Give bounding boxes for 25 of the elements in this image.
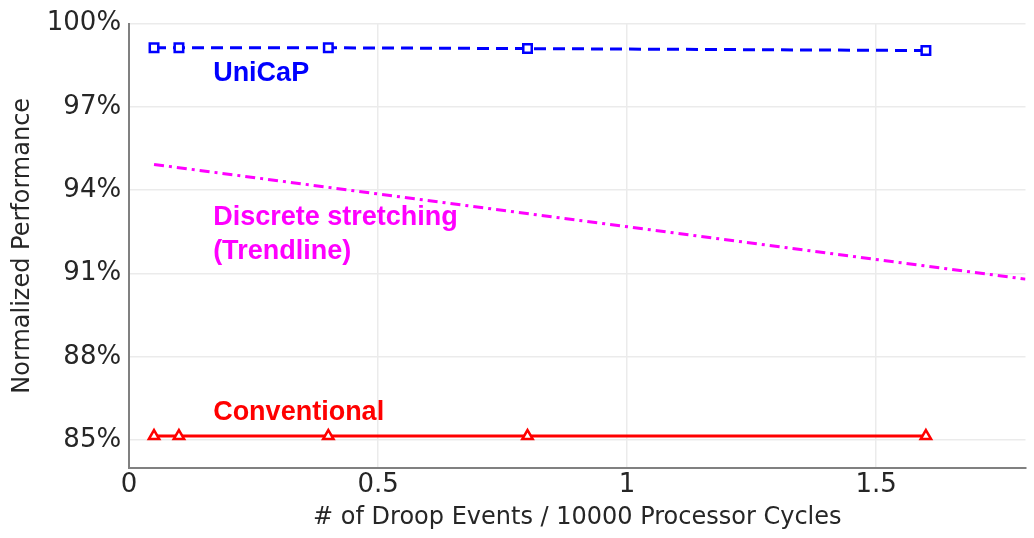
point bbox=[172, 428, 186, 441]
x-tick-label: 0.5 bbox=[357, 468, 399, 499]
point bbox=[321, 428, 335, 441]
point bbox=[919, 428, 933, 441]
x-tick-label: 0 bbox=[120, 468, 138, 499]
y-tick-label: 97% bbox=[63, 89, 122, 120]
point bbox=[322, 42, 334, 54]
y-tick-label: 100% bbox=[46, 6, 122, 37]
x-tick-label: 1.5 bbox=[855, 468, 897, 499]
point bbox=[173, 42, 185, 54]
x-axis-title: # of Droop Events / 10000 Processor Cycles bbox=[313, 501, 842, 530]
y-tick-label: 88% bbox=[63, 339, 122, 370]
y-axis-title: Normalized Performance bbox=[6, 97, 35, 394]
series-label: Discrete stretching (Trendline) bbox=[213, 201, 458, 266]
y-tick-label: 85% bbox=[63, 422, 122, 453]
x-tick-label: 1 bbox=[618, 468, 636, 499]
point bbox=[147, 428, 161, 441]
point bbox=[521, 428, 534, 441]
series-label: Conventional bbox=[213, 396, 385, 427]
series-label: UniCaP bbox=[213, 56, 310, 87]
point bbox=[522, 43, 534, 55]
y-tick-label: 91% bbox=[63, 256, 122, 287]
point bbox=[148, 42, 160, 54]
y-tick-label: 94% bbox=[63, 173, 122, 203]
point bbox=[920, 45, 932, 57]
